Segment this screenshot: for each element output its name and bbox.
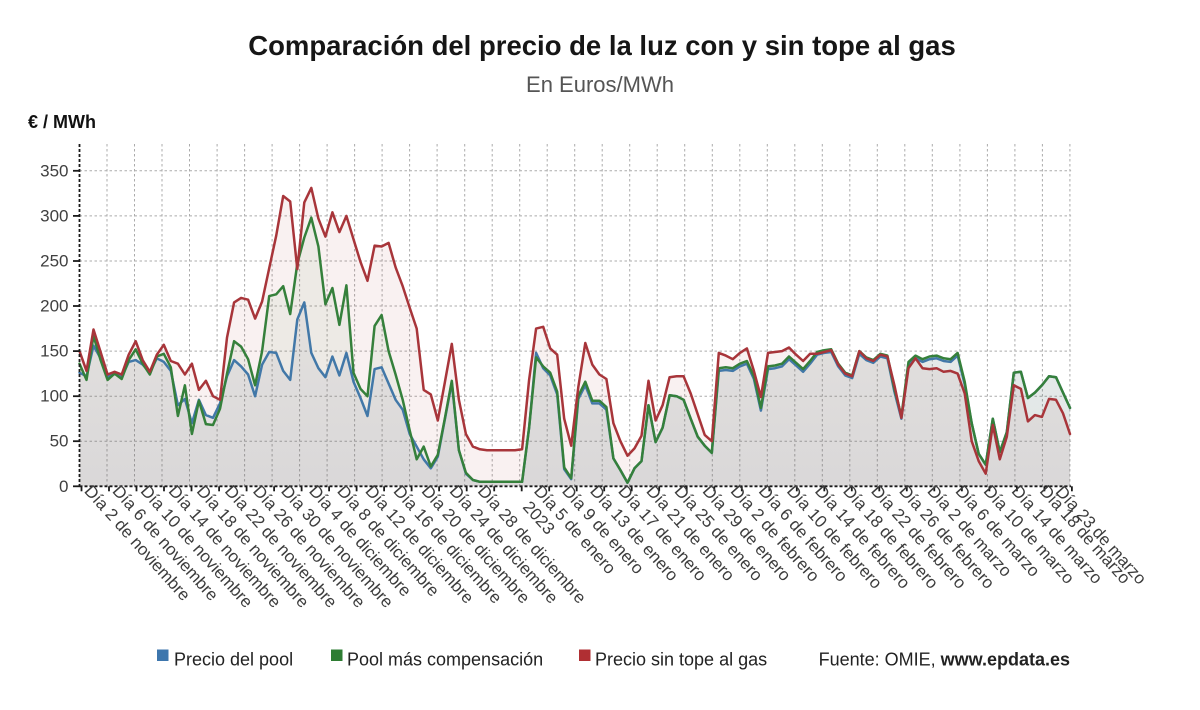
- svg-text:Precio del pool: Precio del pool: [174, 650, 293, 670]
- svg-text:200: 200: [40, 297, 68, 316]
- svg-text:150: 150: [40, 342, 68, 361]
- svg-text:Pool más compensación: Pool más compensación: [347, 650, 543, 670]
- svg-text:250: 250: [40, 252, 68, 271]
- svg-text:0: 0: [59, 477, 68, 496]
- svg-text:Comparación del precio de la l: Comparación del precio de la luz con y s…: [248, 30, 956, 61]
- svg-text:Precio sin tope al gas: Precio sin tope al gas: [595, 650, 767, 670]
- svg-text:350: 350: [40, 161, 68, 180]
- svg-text:€ / MWh: € / MWh: [28, 112, 96, 132]
- svg-text:Fuente: OMIE, www.epdata.es: Fuente: OMIE, www.epdata.es: [819, 650, 1070, 670]
- svg-text:En Euros/MWh: En Euros/MWh: [526, 72, 674, 97]
- svg-text:100: 100: [40, 387, 68, 406]
- svg-text:50: 50: [50, 432, 69, 451]
- svg-text:300: 300: [40, 206, 68, 225]
